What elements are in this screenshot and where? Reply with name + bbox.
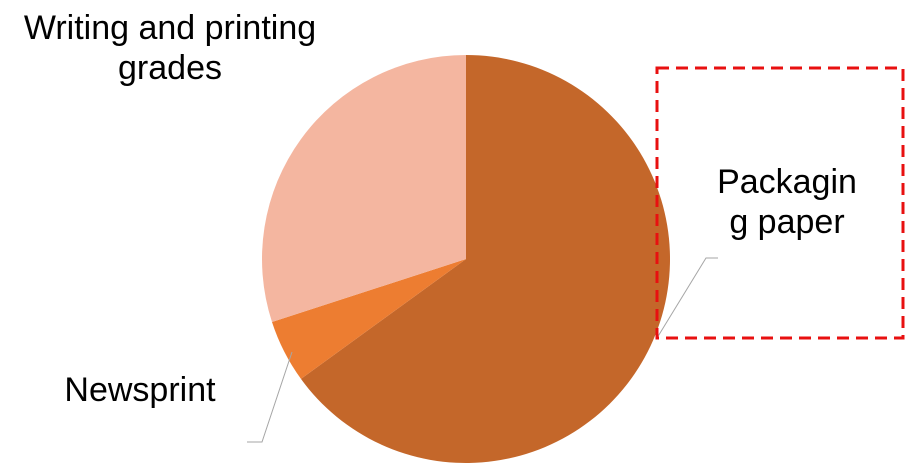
leader-line (656, 257, 718, 339)
pie-slice (271, 259, 466, 379)
highlight-box (655, 66, 905, 340)
slice-label: Newsprint (64, 371, 216, 409)
pie-slice (300, 55, 670, 463)
pie-slice (261, 55, 466, 323)
slice-label: Writing and printing grades (23, 9, 317, 87)
leader-line (247, 351, 293, 443)
slice-label: Packaging paper (717, 163, 857, 241)
